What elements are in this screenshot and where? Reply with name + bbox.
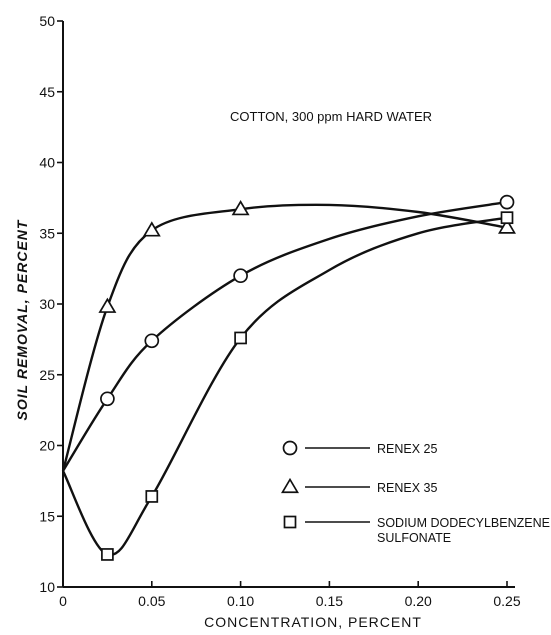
y-tick-label: 45 <box>39 84 55 100</box>
curve-sodium-dodecylbenzene-sulfonate <box>61 216 508 557</box>
x-tick-label: 0.15 <box>316 593 343 609</box>
x-tick-label: 0.05 <box>138 593 165 609</box>
y-tick-label: 35 <box>39 225 55 241</box>
legend-marker-square <box>283 515 297 529</box>
series-curves <box>61 200 508 557</box>
axes: 10 15 20 25 30 35 40 45 50 0 0.05 0.10 0.15 0.20 0.25 <box>39 13 520 609</box>
y-tick-label: 10 <box>39 579 55 595</box>
y-tick-label: 50 <box>39 13 55 29</box>
x-tick-label: 0.20 <box>405 593 432 609</box>
point-renex-25 <box>233 268 248 284</box>
point-renex-25 <box>499 194 515 210</box>
x-axis-title: CONCENTRATION, PERCENT <box>204 614 422 630</box>
y-tick-label: 40 <box>39 155 55 171</box>
x-tick-label: 0.10 <box>227 593 254 609</box>
chart-annotation: COTTON, 300 ppm HARD WATER <box>230 109 432 124</box>
point-sodium-dodecylbenzene-sulfonate <box>101 548 114 561</box>
point-renex-25 <box>144 333 160 349</box>
y-tick-label: 20 <box>39 438 55 454</box>
y-tick-label: 30 <box>39 296 55 312</box>
legend-label: SODIUM DODECYLBENZENE <box>377 516 550 530</box>
x-tick-label: 0 <box>59 593 67 609</box>
series-markers <box>98 194 516 561</box>
legend: RENEX 25 RENEX 35 SODIUM DODECYLBENZENESUL… <box>281 440 550 545</box>
point-renex-25 <box>100 391 115 407</box>
point-renex-35 <box>231 200 250 216</box>
point-sodium-dodecylbenzene-sulfonate <box>145 490 159 503</box>
legend-label: SULFONATE <box>377 531 451 545</box>
y-tick-label: 15 <box>39 508 55 524</box>
curve-renex-35 <box>61 203 508 472</box>
legend-label: RENEX 35 <box>377 481 437 495</box>
legend-marker-circle <box>282 440 298 456</box>
legend-marker-triangle <box>281 477 299 494</box>
curve-renex-25 <box>61 200 508 472</box>
point-sodium-dodecylbenzene-sulfonate <box>234 331 247 345</box>
x-tick-label: 0.25 <box>493 593 520 609</box>
point-renex-35 <box>142 221 161 237</box>
y-axis-title: SOIL REMOVAL, PERCENT <box>14 219 30 420</box>
legend-label: RENEX 25 <box>377 442 437 456</box>
y-tick-label: 25 <box>39 367 55 383</box>
point-renex-35 <box>498 218 516 234</box>
point-sodium-dodecylbenzene-sulfonate <box>500 211 514 225</box>
point-renex-35 <box>98 297 117 313</box>
